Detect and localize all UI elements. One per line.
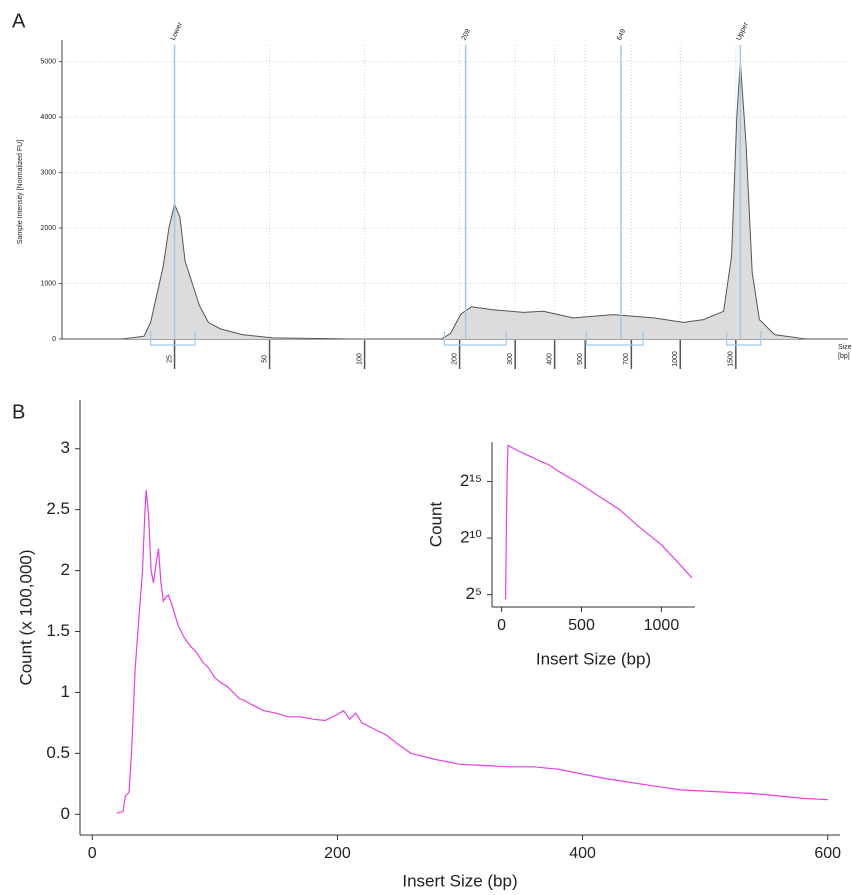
marker-label: Upper <box>735 21 750 42</box>
y-tick-label: 2¹⁰ <box>460 528 482 547</box>
marker-label: 649 <box>616 28 627 42</box>
marker-label: Lower <box>170 21 185 42</box>
y-tick-label: 2000 <box>40 225 56 232</box>
y-tick-label: 2 <box>61 560 70 579</box>
y-tick-label: 2⁵ <box>465 584 482 603</box>
marker-label: 209 <box>461 28 472 42</box>
x-tick-label: 600 <box>814 845 841 862</box>
y-tick-label: 4000 <box>40 114 56 121</box>
y-tick-label: 0 <box>52 336 56 343</box>
chart-panel: 2⁵ 2¹⁰ 2¹⁵ 0 500 1000 Count Insert Size (bp) <box>426 442 695 668</box>
region-bracket <box>443 331 507 346</box>
region-bracket <box>585 331 644 346</box>
chart-panel: B 0 0.5 1 1.5 2 2.5 3 0 200 400 600 Count (x 100,000… <box>12 400 841 890</box>
x-tick-label: 200 <box>451 353 458 365</box>
y-axis-label: Count <box>426 502 445 548</box>
y-tick-label: 1000 <box>40 280 56 287</box>
x-tick-label: 0 <box>497 617 506 634</box>
x-tick-label: 50 <box>261 355 268 363</box>
y-tick-label: 3000 <box>40 169 56 176</box>
x-tick-label: 400 <box>546 353 553 365</box>
panel-label: A <box>12 10 26 32</box>
x-tick-label: 300 <box>507 353 514 365</box>
x-axis-label: [bp] <box>838 353 850 360</box>
x-axis-label: Insert Size (bp) <box>402 871 517 890</box>
panel-label: B <box>12 401 25 423</box>
x-tick-label: 400 <box>569 845 596 862</box>
x-tick-label: 1000 <box>672 351 679 367</box>
x-tick-label: 25 <box>166 355 173 363</box>
x-tick-label: 1000 <box>644 617 680 634</box>
y-tick-label: 2.5 <box>46 499 70 518</box>
y-axis-label: Count (x 100,000) <box>16 549 35 685</box>
line <box>116 490 828 814</box>
line <box>505 444 693 600</box>
y-axis-label: Sample Intensity [Normalized FU] <box>17 140 24 244</box>
x-tick-label: 100 <box>356 353 363 365</box>
y-tick-label: 0.5 <box>46 743 70 762</box>
y-tick-label: 1.5 <box>46 621 70 640</box>
y-tick-label: 2¹⁵ <box>460 471 482 490</box>
area <box>62 61 848 339</box>
x-axis-label: Size <box>838 344 852 351</box>
x-tick-label: 1500 <box>728 351 735 367</box>
x-tick-label: 0 <box>88 845 97 862</box>
x-axis-label: Insert Size (bp) <box>536 649 651 668</box>
x-tick-label: 200 <box>324 845 351 862</box>
x-tick-label: 500 <box>568 617 595 634</box>
y-tick-label: 3 <box>61 438 70 457</box>
x-tick-label: 500 <box>577 353 584 365</box>
y-tick-label: 5000 <box>40 58 56 65</box>
region-bracket <box>726 331 762 346</box>
x-tick-label: 700 <box>623 353 630 365</box>
y-tick-label: 0 <box>61 804 70 823</box>
region-bracket <box>150 331 196 346</box>
y-tick-label: 1 <box>61 682 70 701</box>
